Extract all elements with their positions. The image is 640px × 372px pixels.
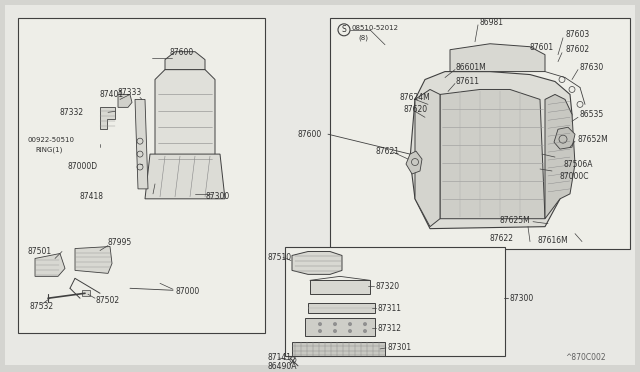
Text: 87311: 87311 xyxy=(378,304,402,313)
Polygon shape xyxy=(35,253,65,276)
Circle shape xyxy=(363,329,367,333)
Text: 87502: 87502 xyxy=(95,296,119,305)
Polygon shape xyxy=(155,70,215,174)
Text: 87301: 87301 xyxy=(388,343,412,352)
Text: 87312: 87312 xyxy=(378,324,402,333)
Text: 87320: 87320 xyxy=(376,282,400,291)
Circle shape xyxy=(333,329,337,333)
Text: 87000: 87000 xyxy=(175,287,199,296)
Circle shape xyxy=(363,322,367,326)
Polygon shape xyxy=(145,154,225,199)
Bar xyxy=(285,247,505,356)
Text: 87652M: 87652M xyxy=(577,135,608,144)
Circle shape xyxy=(348,329,352,333)
Text: 00922-50510: 00922-50510 xyxy=(28,137,75,143)
Text: ^870C002: ^870C002 xyxy=(565,353,605,362)
Text: 87600: 87600 xyxy=(298,130,323,139)
Polygon shape xyxy=(165,52,205,70)
Polygon shape xyxy=(310,280,370,294)
Bar xyxy=(18,18,265,333)
Polygon shape xyxy=(440,90,545,219)
Text: 87620: 87620 xyxy=(403,105,427,114)
Text: 87622: 87622 xyxy=(490,234,514,243)
Bar xyxy=(330,18,630,248)
Polygon shape xyxy=(545,94,575,219)
Text: 87600: 87600 xyxy=(170,48,195,57)
Polygon shape xyxy=(292,342,385,356)
Circle shape xyxy=(348,322,352,326)
Text: 87995: 87995 xyxy=(108,238,132,247)
Text: 87501: 87501 xyxy=(28,247,52,256)
Polygon shape xyxy=(292,251,342,275)
Text: 87418: 87418 xyxy=(80,192,104,201)
Circle shape xyxy=(318,329,322,333)
Polygon shape xyxy=(118,94,132,108)
Text: (8): (8) xyxy=(358,35,368,41)
Text: S: S xyxy=(341,25,346,34)
Text: 87300: 87300 xyxy=(205,192,229,201)
Polygon shape xyxy=(406,151,422,174)
Text: 87611: 87611 xyxy=(455,77,479,86)
Text: RING(1): RING(1) xyxy=(35,147,62,153)
Text: 87624M: 87624M xyxy=(400,93,431,102)
Polygon shape xyxy=(135,99,148,189)
Text: 86490A: 86490A xyxy=(268,362,298,371)
Text: 87510: 87510 xyxy=(267,253,291,262)
Text: 87603: 87603 xyxy=(565,30,589,39)
Polygon shape xyxy=(305,318,375,336)
Text: 87333: 87333 xyxy=(118,88,142,97)
Text: 87141: 87141 xyxy=(268,353,292,362)
Polygon shape xyxy=(75,247,112,273)
Text: 87616M: 87616M xyxy=(538,236,569,245)
Text: 87000D: 87000D xyxy=(68,161,98,170)
Text: 86981: 86981 xyxy=(480,18,504,28)
Text: 87625M: 87625M xyxy=(500,216,531,225)
Circle shape xyxy=(333,322,337,326)
Polygon shape xyxy=(100,108,115,129)
Text: 87532: 87532 xyxy=(30,302,54,311)
Text: 87332: 87332 xyxy=(60,108,84,117)
Text: 87506A: 87506A xyxy=(564,160,593,169)
Circle shape xyxy=(318,322,322,326)
Polygon shape xyxy=(450,44,545,71)
Text: 87401: 87401 xyxy=(100,90,124,99)
Text: 08510-52012: 08510-52012 xyxy=(352,25,399,31)
Text: 87601: 87601 xyxy=(530,43,554,52)
Text: 87000C: 87000C xyxy=(560,173,589,182)
Polygon shape xyxy=(410,71,572,229)
Polygon shape xyxy=(82,290,90,296)
Text: 87630: 87630 xyxy=(580,63,604,72)
Text: 87300: 87300 xyxy=(510,294,534,303)
Polygon shape xyxy=(415,90,440,227)
Text: 86535: 86535 xyxy=(580,110,604,119)
Text: 87602: 87602 xyxy=(565,45,589,54)
Text: 87621: 87621 xyxy=(375,147,399,155)
Polygon shape xyxy=(308,303,375,313)
Polygon shape xyxy=(554,127,575,149)
Text: 86601M: 86601M xyxy=(455,63,486,72)
